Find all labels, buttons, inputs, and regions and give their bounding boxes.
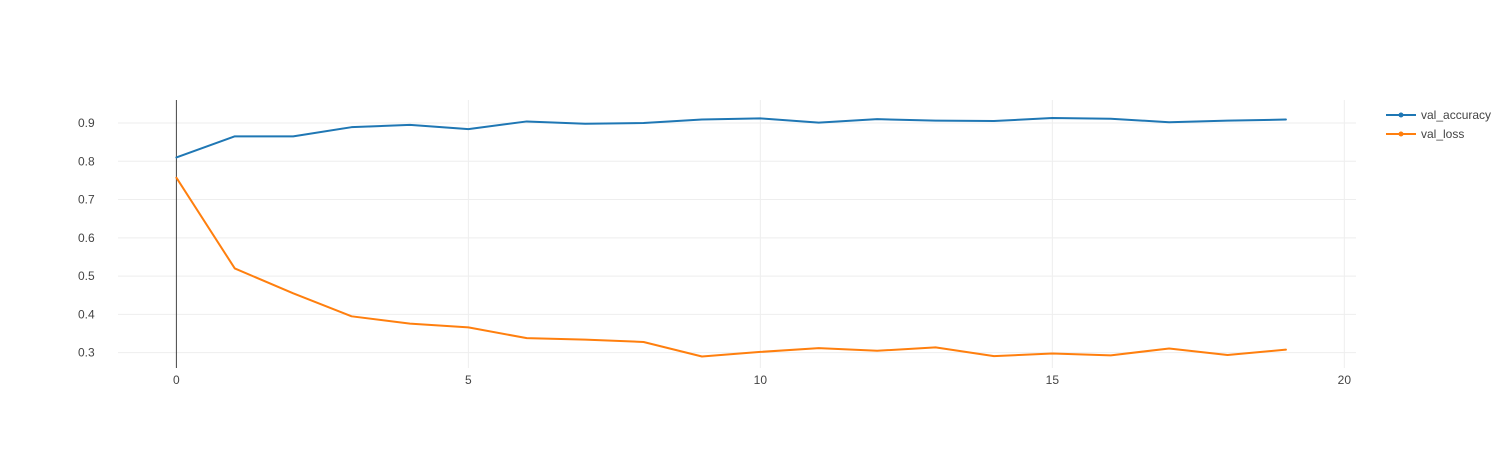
x-tick-label: 0	[173, 373, 180, 387]
y-tick-label: 0.4	[78, 307, 95, 321]
x-tick-label: 5	[465, 373, 472, 387]
y-tick-label: 0.3	[78, 346, 95, 360]
series-lines	[175, 116, 1287, 358]
y-tick-label: 0.8	[78, 154, 95, 168]
series-line-val-loss[interactable]	[175, 176, 1287, 358]
legend-item-val-accuracy[interactable]: val_accuracy	[1386, 108, 1491, 122]
axes: 0.3 0.4 0.5 0.6 0.7 0.8 0.9 0 5 10 15 20	[78, 100, 1351, 387]
legend-item-val-loss[interactable]: val_loss	[1386, 127, 1464, 141]
x-tick-label: 10	[754, 373, 768, 387]
y-tick-label: 0.7	[78, 193, 95, 207]
x-tick-label: 15	[1046, 373, 1060, 387]
legend-marker	[1398, 112, 1404, 118]
y-tick-label: 0.9	[78, 116, 95, 130]
x-tick-label: 20	[1338, 373, 1352, 387]
legend-label: val_loss	[1421, 127, 1464, 141]
series-line-val-accuracy[interactable]	[175, 116, 1287, 159]
y-tick-label: 0.6	[78, 231, 95, 245]
y-tick-label: 0.5	[78, 269, 95, 283]
legend[interactable]: val_accuracy val_loss	[1386, 108, 1491, 141]
legend-marker	[1398, 131, 1404, 137]
grid	[118, 100, 1356, 368]
legend-label: val_accuracy	[1421, 108, 1491, 122]
